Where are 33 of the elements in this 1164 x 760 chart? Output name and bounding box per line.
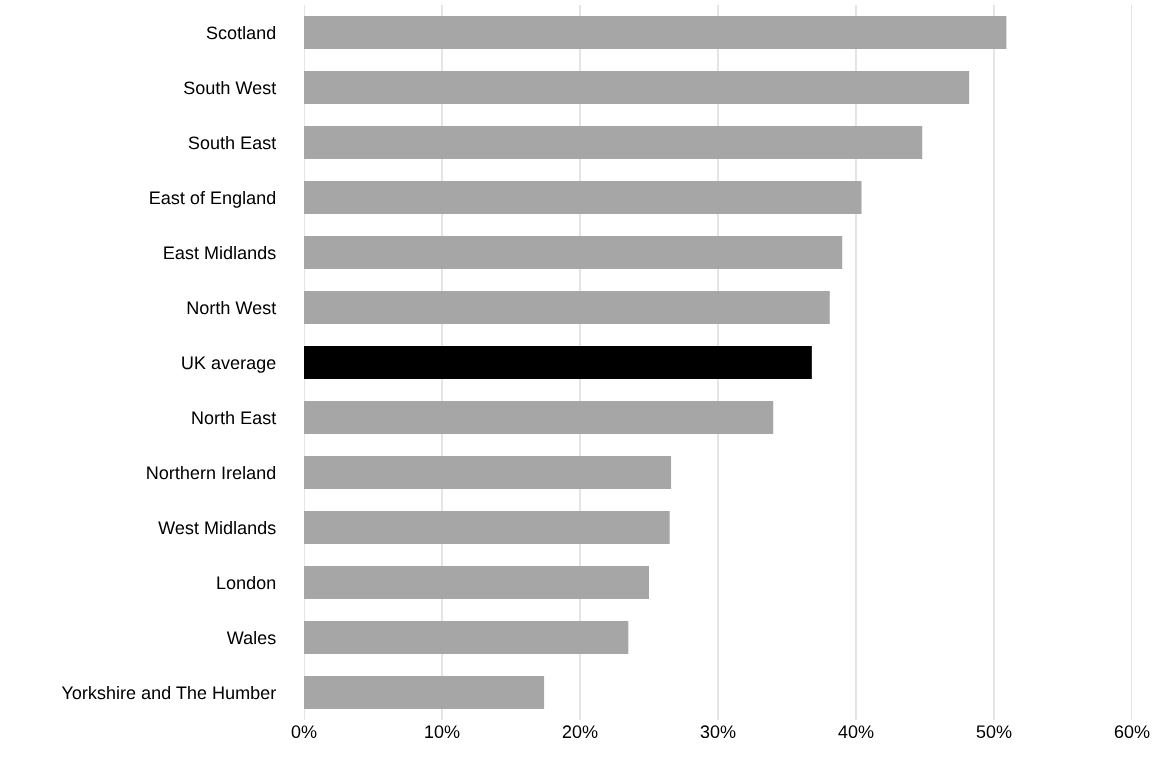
y-tick-label: UK average	[182, 356, 276, 373]
bar	[304, 126, 923, 159]
x-tick-label: 10%	[425, 725, 460, 739]
bar	[304, 566, 649, 599]
y-tick-label: South East	[188, 135, 277, 150]
bar	[304, 621, 629, 654]
y-tick-label: Northern Ireland	[147, 465, 276, 480]
x-tick-label: 20%	[562, 725, 598, 739]
y-tick-label: East Midlands	[164, 245, 276, 260]
x-tick-label: 60%	[1114, 725, 1150, 739]
y-tick-label: East of England	[150, 190, 276, 208]
y-tick-label: West Midlands	[158, 520, 276, 535]
bar	[304, 291, 830, 324]
x-tick-label: 40%	[838, 725, 874, 739]
y-tick-label: Scotland	[206, 25, 276, 40]
x-tick-label: 0%	[291, 725, 317, 739]
bar	[304, 71, 970, 104]
bar	[304, 511, 670, 544]
y-tick-label: Wales	[226, 630, 276, 645]
y-tick-label: Yorkshire and The Humber	[61, 685, 276, 700]
x-tick-label: 50%	[976, 725, 1012, 739]
bar	[304, 236, 843, 269]
bar	[304, 181, 862, 214]
x-tick-label: 30%	[700, 725, 736, 739]
bar	[304, 16, 1007, 49]
y-tick-label: London	[217, 575, 276, 590]
bar	[304, 401, 774, 434]
y-tick-label: North West	[187, 300, 277, 315]
bar	[304, 456, 672, 489]
y-tick-label: North East	[192, 410, 277, 425]
bar	[304, 676, 545, 709]
y-tick-label: South West	[184, 80, 277, 95]
bar	[304, 346, 812, 379]
